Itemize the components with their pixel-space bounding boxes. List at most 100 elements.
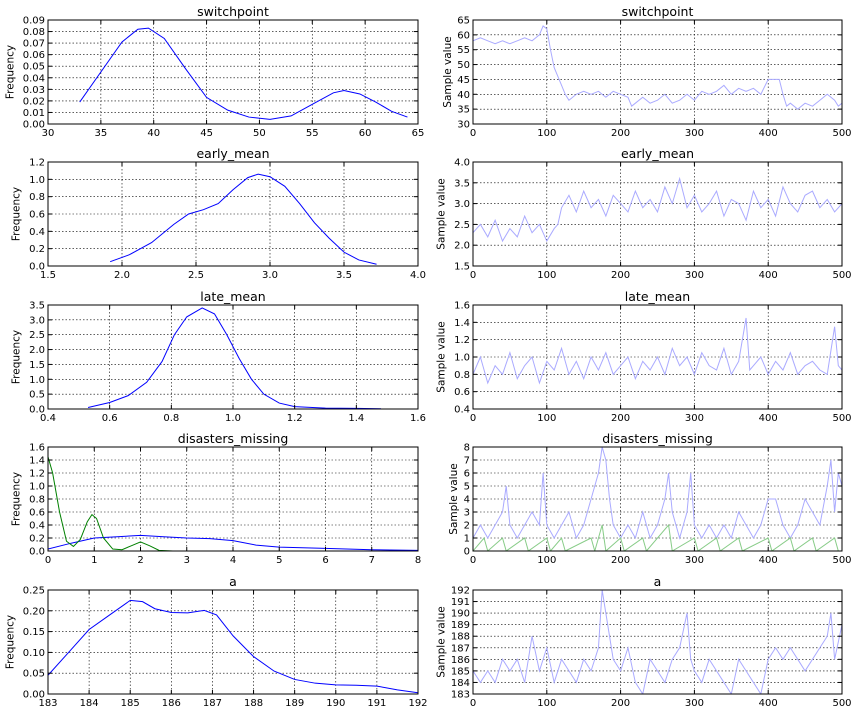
subplot-title: late_mean bbox=[200, 289, 265, 304]
y-tick-label: 2.5 bbox=[454, 220, 470, 231]
x-tick-label: 500 bbox=[832, 413, 851, 424]
y-tick-label: 0.8 bbox=[454, 370, 470, 381]
subplot-disasters_missing-frequency: 0 1 2 3 4 5 6 7 8 0.0 0.2 0.4 0.6 0.8 1.0 1.2 1.4 1.6 disa… bbox=[11, 431, 421, 566]
subplot-title: a bbox=[654, 574, 662, 589]
x-tick-label: 2 bbox=[137, 555, 143, 566]
x-tick-label: 100 bbox=[537, 413, 556, 424]
y-tick-label: 0.4 bbox=[454, 405, 470, 416]
x-tick-label: 189 bbox=[285, 698, 304, 709]
series-line-0 bbox=[109, 173, 377, 265]
x-tick-label: 200 bbox=[611, 270, 630, 281]
y-tick-label: 65 bbox=[457, 16, 470, 27]
y-tick-label: 1.6 bbox=[29, 443, 45, 454]
y-tick-label: 50 bbox=[457, 60, 470, 71]
y-tick-label: 0.25 bbox=[23, 586, 45, 597]
y-tick-label: 45 bbox=[457, 75, 470, 86]
x-tick-label: 50 bbox=[253, 128, 266, 139]
grid-lines bbox=[473, 162, 842, 266]
x-tick-label: 183 bbox=[38, 698, 57, 709]
y-tick-label: 0.04 bbox=[23, 73, 45, 84]
y-axis-label: Sample value bbox=[442, 36, 454, 107]
y-tick-label: 2.0 bbox=[454, 241, 470, 252]
y-tick-label: 0.0 bbox=[29, 547, 45, 558]
series-line-0 bbox=[473, 25, 842, 110]
subplot-title: disasters_missing bbox=[178, 431, 289, 446]
y-tick-label: 1.5 bbox=[29, 360, 45, 371]
x-tick-label: 190 bbox=[326, 698, 345, 709]
series-line-0 bbox=[48, 534, 418, 551]
y-tick-label: 4.0 bbox=[454, 158, 470, 169]
grid-lines bbox=[48, 447, 418, 551]
y-tick-label: 0.05 bbox=[23, 669, 45, 680]
grid-lines bbox=[473, 590, 842, 694]
x-tick-label: 400 bbox=[759, 270, 778, 281]
x-tick-label: 400 bbox=[759, 555, 778, 566]
y-tick-label: 55 bbox=[457, 45, 470, 56]
y-axis-label: Sample value bbox=[436, 178, 448, 249]
y-tick-label: 184 bbox=[451, 678, 470, 689]
y-tick-label: 0.15 bbox=[23, 627, 45, 638]
x-tick-label: 1.6 bbox=[410, 413, 426, 424]
x-tick-label: 6 bbox=[322, 555, 328, 566]
x-tick-label: 185 bbox=[121, 698, 140, 709]
y-tick-label: 190 bbox=[451, 609, 470, 620]
x-tick-label: 2.5 bbox=[188, 270, 204, 281]
y-tick-label: 40 bbox=[457, 90, 470, 101]
y-tick-label: 1.4 bbox=[29, 456, 45, 467]
y-tick-label: 189 bbox=[451, 620, 470, 631]
y-tick-label: 1.2 bbox=[454, 335, 470, 346]
x-tick-label: 40 bbox=[147, 128, 160, 139]
grid-lines bbox=[48, 162, 418, 266]
plot-frame bbox=[47, 161, 419, 267]
subplot-switchpoint-frequency: 30 35 40 45 50 55 60 65 0.000.010.020.030.040.05… bbox=[5, 4, 425, 139]
y-axis-label: Frequency bbox=[11, 472, 23, 526]
x-tick-label: 65 bbox=[412, 128, 425, 139]
x-tick-label: 0.8 bbox=[163, 413, 179, 424]
x-tick-label: 2.0 bbox=[114, 270, 130, 281]
x-tick-label: 0 bbox=[470, 270, 476, 281]
x-tick-label: 8 bbox=[415, 555, 421, 566]
x-tick-label: 1.0 bbox=[225, 413, 241, 424]
series-line-0 bbox=[473, 317, 842, 385]
y-tick-label: 60 bbox=[457, 30, 470, 41]
y-tick-label: 0.01 bbox=[23, 108, 45, 119]
y-tick-label: 1.0 bbox=[29, 175, 45, 186]
y-axis-label: Sample value bbox=[436, 321, 448, 392]
x-tick-label: 300 bbox=[685, 698, 704, 709]
x-tick-label: 500 bbox=[832, 128, 851, 139]
x-tick-label: 3.0 bbox=[262, 270, 278, 281]
y-tick-label: 2.0 bbox=[29, 345, 45, 356]
x-tick-label: 200 bbox=[611, 128, 630, 139]
subplot-title: disasters_missing bbox=[602, 431, 713, 446]
y-tick-label: 0 bbox=[464, 547, 470, 558]
plot-frame bbox=[47, 589, 419, 695]
x-tick-label: 3.5 bbox=[336, 270, 352, 281]
y-tick-label: 0.6 bbox=[29, 210, 45, 221]
y-tick-label: 0.00 bbox=[23, 120, 45, 131]
y-tick-label: 0.8 bbox=[29, 192, 45, 203]
subplot-title: switchpoint bbox=[622, 4, 694, 19]
x-tick-label: 100 bbox=[537, 128, 556, 139]
y-tick-label: 0.0 bbox=[29, 405, 45, 416]
y-tick-label: 6 bbox=[464, 469, 470, 480]
series-line-0 bbox=[79, 27, 408, 120]
grid-lines bbox=[473, 447, 842, 551]
y-tick-label: 0.2 bbox=[29, 534, 45, 545]
y-tick-label: 185 bbox=[451, 666, 470, 677]
x-tick-label: 30 bbox=[42, 128, 55, 139]
x-tick-label: 0 bbox=[470, 413, 476, 424]
x-tick-label: 0 bbox=[470, 128, 476, 139]
y-tick-label: 0.00 bbox=[23, 690, 45, 701]
y-tick-label: 5 bbox=[464, 482, 470, 493]
x-tick-label: 200 bbox=[611, 413, 630, 424]
y-tick-label: 1.0 bbox=[454, 353, 470, 364]
x-tick-label: 100 bbox=[537, 555, 556, 566]
x-tick-label: 100 bbox=[537, 270, 556, 281]
y-axis-label: Frequency bbox=[11, 330, 23, 384]
x-tick-label: 1.4 bbox=[348, 413, 364, 424]
series-line-0 bbox=[48, 599, 418, 694]
plot-frame bbox=[472, 446, 843, 552]
subplot-title: late_mean bbox=[625, 289, 690, 304]
x-tick-label: 400 bbox=[759, 128, 778, 139]
y-tick-label: 1.4 bbox=[454, 318, 470, 329]
